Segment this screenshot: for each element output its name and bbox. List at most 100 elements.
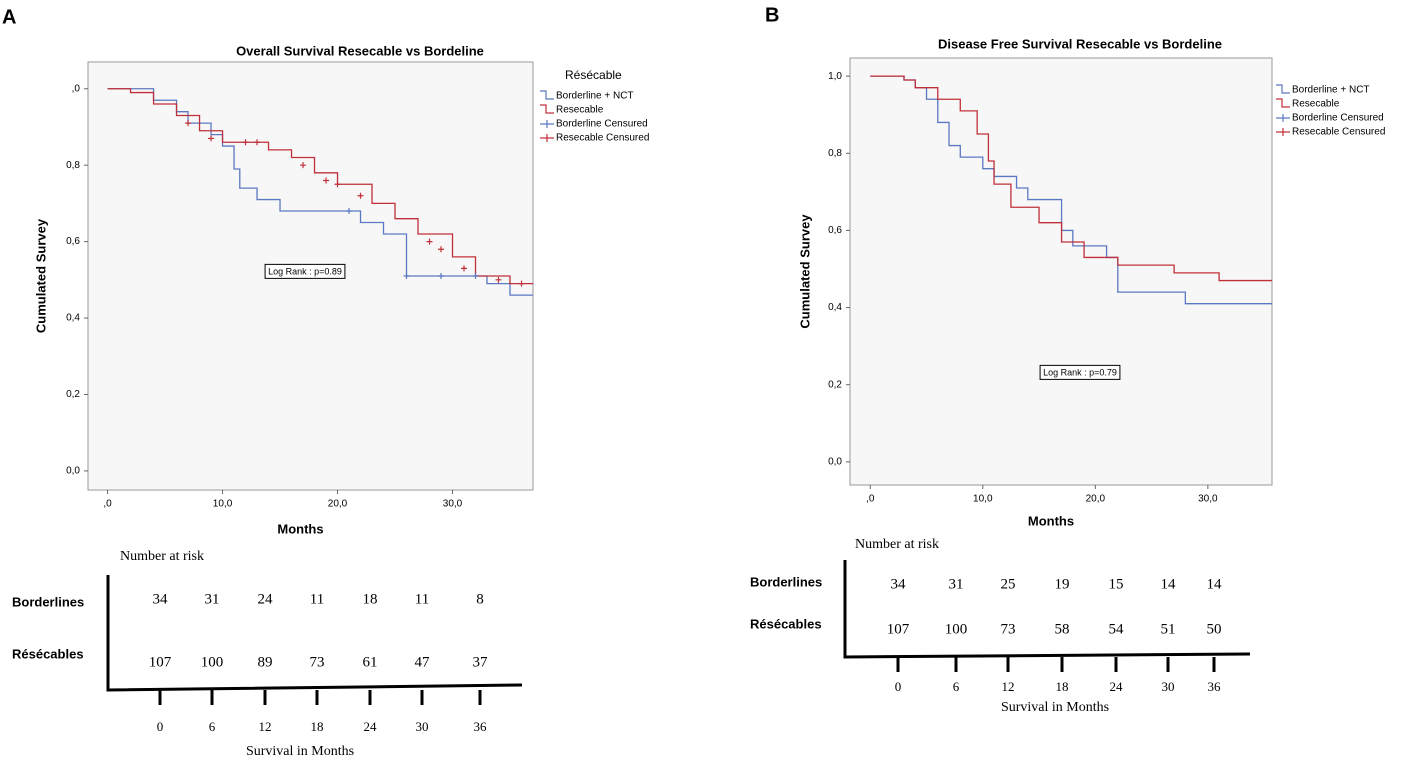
legend-swatch — [1276, 128, 1290, 136]
y-tick-label: ,0 — [72, 83, 81, 94]
legend-swatch — [540, 134, 554, 142]
risk-time-label: 6 — [953, 679, 960, 694]
risk-count: 34 — [891, 576, 907, 592]
risk-count: 37 — [473, 654, 489, 670]
x-axis-label: Months — [1028, 513, 1074, 528]
risk-time-label: 0 — [157, 719, 164, 734]
risk-count: 31 — [205, 591, 220, 607]
censor-mark — [438, 273, 445, 279]
risk-count: 50 — [1207, 621, 1222, 637]
risk-count: 11 — [310, 591, 324, 607]
risk-count: 58 — [1055, 621, 1070, 637]
risk-count: 61 — [363, 654, 378, 670]
risk-count: 51 — [1161, 621, 1176, 637]
annotation-box — [1039, 364, 1121, 380]
risk-count: 100 — [201, 654, 224, 670]
risk-table-title: Number at risk — [855, 537, 939, 552]
chart-title: Overall Survival Resecable vs Bordeline — [236, 43, 484, 58]
risk-time-label: 12 — [1002, 679, 1015, 694]
risk-count: 11 — [415, 591, 429, 607]
annotation-box — [264, 263, 346, 279]
legend-swatch — [540, 90, 554, 100]
y-tick-label: 0,0 — [828, 456, 842, 467]
annotation: Log Rank : p=0.89 — [268, 266, 342, 276]
censor-mark — [242, 139, 249, 146]
legend-label: Borderline + NCT — [1292, 85, 1370, 96]
risk-axis — [843, 560, 1251, 659]
legend-label: Resecable — [1292, 99, 1340, 110]
censor-mark — [357, 192, 364, 199]
annotation: Log Rank : p=0.79 — [1043, 367, 1117, 377]
risk-count: 15 — [1109, 576, 1124, 592]
risk-time-label: 18 — [1056, 679, 1069, 694]
censor-mark — [495, 276, 502, 283]
risk-count: 54 — [1109, 621, 1125, 637]
x-tick-label: 10,0 — [973, 494, 993, 505]
risk-count: 107 — [887, 621, 910, 637]
censor-mark — [300, 162, 307, 169]
risk-count: 34 — [153, 591, 169, 607]
risk-count: 14 — [1207, 576, 1223, 592]
censor-mark — [185, 120, 192, 127]
y-axis-label: Cumulated Survey — [33, 218, 48, 333]
risk-time-label: 36 — [474, 719, 488, 734]
risk-count: 73 — [1001, 621, 1016, 637]
risk-count: 107 — [149, 654, 172, 670]
y-tick-label: 0,2 — [66, 389, 80, 400]
censor-mark — [208, 135, 215, 142]
risk-x-label: Survival in Months — [1001, 700, 1109, 715]
censor-mark — [518, 280, 525, 287]
legend-label: Resecable Censured — [556, 133, 649, 144]
survival-curve — [107, 88, 533, 285]
y-tick-label: 0,2 — [828, 379, 842, 390]
risk-count: 100 — [945, 621, 968, 637]
risk-count: 19 — [1055, 576, 1070, 592]
censor-mark — [346, 208, 353, 215]
y-tick-label: 0,8 — [828, 148, 842, 159]
x-tick-label: ,0 — [866, 494, 875, 505]
legend-swatch — [1276, 84, 1290, 94]
risk-x-label: Survival in Months — [246, 744, 354, 759]
x-tick-label: ,0 — [103, 499, 112, 510]
survival-curve — [107, 88, 533, 296]
risk-count: 31 — [949, 576, 964, 592]
risk-table-title: Number at risk — [120, 549, 204, 564]
row-label: Borderlines — [12, 594, 84, 609]
panel-label: A — [2, 6, 16, 28]
censor-mark — [461, 265, 468, 272]
y-tick-label: 0,6 — [828, 225, 842, 236]
risk-count: 89 — [258, 654, 273, 670]
censor-mark — [323, 177, 330, 184]
risk-time-label: 30 — [1162, 679, 1175, 694]
risk-count: 73 — [310, 654, 325, 670]
risk-time-label: 0 — [895, 679, 902, 694]
legend-swatch — [1276, 114, 1290, 122]
risk-axis — [106, 575, 523, 692]
censor-mark — [403, 273, 410, 279]
legend-label: Resecable Censured — [1292, 127, 1385, 138]
panel-label: B — [765, 4, 779, 26]
legend-label: Resecable — [556, 105, 604, 116]
y-tick-label: 1,0 — [828, 71, 842, 82]
legend-title: Résécable — [565, 68, 622, 82]
risk-time-label: 18 — [311, 719, 324, 734]
legend-swatch — [1276, 98, 1290, 108]
y-tick-label: 0,4 — [66, 313, 80, 324]
survival-curve — [870, 75, 1272, 282]
legend-label: Borderline Censured — [1292, 113, 1384, 124]
censor-mark — [254, 139, 261, 146]
plot-area — [849, 57, 1273, 486]
risk-count: 24 — [258, 591, 274, 607]
censor-mark — [438, 246, 445, 253]
censor-mark — [426, 238, 433, 245]
legend-swatch — [540, 120, 554, 128]
risk-time-label: 12 — [259, 719, 272, 734]
risk-count: 14 — [1161, 576, 1177, 592]
y-tick-label: 0,6 — [66, 236, 80, 247]
chart-title: Disease Free Survival Resecable vs Borde… — [938, 36, 1222, 51]
risk-count: 47 — [415, 654, 431, 670]
legend-label: Borderline + NCT — [556, 91, 634, 102]
risk-time-label: 36 — [1208, 679, 1222, 694]
censor-mark — [334, 181, 341, 188]
